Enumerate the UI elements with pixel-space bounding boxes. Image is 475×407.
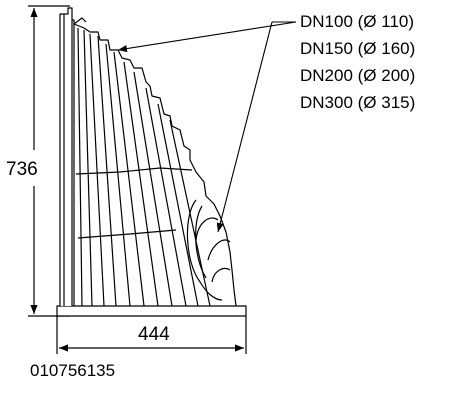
height-dimension-value: 736 xyxy=(6,159,38,180)
size-label-dn150: DN150 (Ø 160) xyxy=(300,39,415,58)
part-number: 010756135 xyxy=(30,361,116,380)
width-dimension-value: 444 xyxy=(138,324,170,345)
leader-lines xyxy=(117,21,297,233)
size-label-dn200: DN200 (Ø 200) xyxy=(300,66,415,85)
size-label-dn100: DN100 (Ø 110) xyxy=(300,12,414,31)
size-label-dn300: DN300 (Ø 315) xyxy=(300,93,415,112)
width-dimension xyxy=(56,316,247,354)
adapter-drawing xyxy=(56,7,247,317)
